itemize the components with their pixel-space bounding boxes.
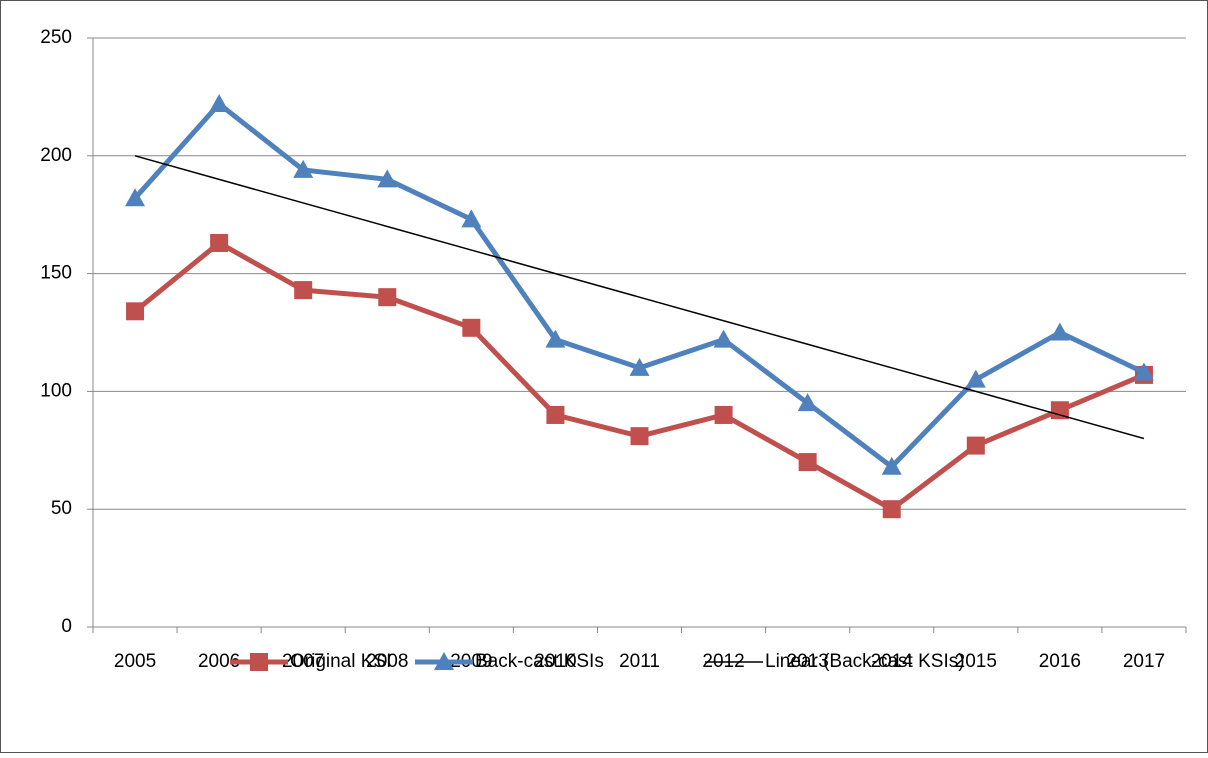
x-tick-label: 2017: [1123, 651, 1165, 672]
marker: [210, 233, 229, 252]
x-tick-label: 2013: [787, 651, 829, 672]
x-tick-label: 2016: [1039, 651, 1081, 672]
marker: [250, 653, 268, 671]
marker: [378, 288, 397, 307]
marker: [377, 169, 398, 188]
y-tick-label: 100: [40, 380, 72, 401]
x-tick-label: 2010: [534, 651, 576, 672]
x-tick-label: 2011: [619, 651, 660, 672]
marker: [126, 302, 145, 321]
marker: [293, 159, 314, 178]
marker: [630, 427, 649, 446]
legend-label: Linear (Back-cast KSIs): [765, 651, 965, 672]
marker: [714, 405, 733, 424]
trend-line: [134, 155, 1145, 440]
y-tick-label: 150: [40, 263, 72, 284]
x-tick-label: 2007: [282, 651, 324, 672]
marker: [546, 405, 565, 424]
marker: [882, 500, 901, 519]
marker: [461, 209, 482, 228]
marker: [881, 456, 902, 475]
x-tick-label: 2014: [871, 651, 914, 672]
marker: [797, 393, 818, 412]
marker: [1133, 362, 1154, 381]
x-tick-label: 2015: [955, 651, 997, 672]
marker: [294, 281, 313, 300]
marker: [629, 357, 650, 376]
marker: [965, 369, 986, 388]
y-tick-label: 200: [40, 145, 72, 166]
legend-label: Original KSI: [290, 651, 391, 672]
marker: [966, 436, 985, 455]
marker: [462, 318, 481, 337]
x-tick-label: 2005: [114, 651, 156, 672]
marker: [1049, 322, 1070, 341]
marker: [209, 93, 230, 112]
marker: [713, 329, 734, 348]
y-tick-label: 250: [40, 27, 72, 48]
x-tick-label: 2006: [198, 651, 240, 672]
y-tick-label: 50: [51, 498, 72, 519]
marker: [545, 329, 566, 348]
marker: [125, 188, 146, 207]
legend-label: Back-cast KSIs: [475, 651, 604, 672]
x-tick-label: 2008: [366, 651, 408, 672]
marker: [1050, 401, 1069, 420]
marker: [434, 652, 454, 670]
marker: [798, 453, 817, 472]
y-tick-label: 0: [61, 616, 72, 637]
